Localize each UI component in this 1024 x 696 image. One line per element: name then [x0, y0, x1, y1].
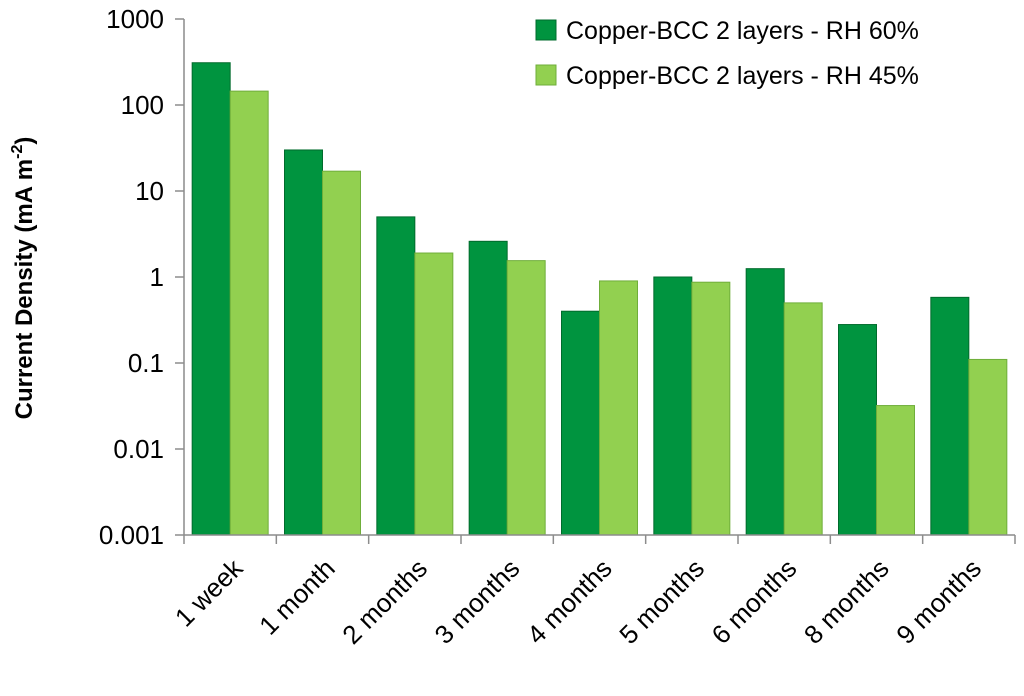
- y-tick-label: 100: [121, 90, 164, 120]
- bar-rh60: [561, 310, 600, 536]
- bar-rh45: [783, 302, 823, 536]
- y-tick-label: 1000: [106, 4, 164, 34]
- y-tick-label: 10: [135, 176, 164, 206]
- x-axis: [183, 534, 1016, 544]
- bar-rh45: [876, 405, 915, 536]
- bar-rh45: [599, 280, 638, 536]
- legend-label: Copper-BCC 2 layers - RH 45%: [566, 62, 919, 90]
- y-axis-title: Current Density (mA m-2): [9, 137, 38, 420]
- bar-rh45: [506, 260, 546, 536]
- bar-rh60: [653, 276, 693, 536]
- x-tick-label: 5 months: [613, 553, 710, 650]
- bars: [191, 62, 1008, 536]
- bar-rh45: [322, 170, 361, 536]
- bar-rh60: [191, 62, 231, 536]
- y-tick-label: 1: [150, 262, 164, 292]
- bar-rh45: [968, 358, 1008, 536]
- y-tick-label: 0.001: [99, 520, 164, 550]
- bar-rh60: [376, 216, 416, 536]
- x-tick-label: 3 months: [429, 553, 526, 650]
- bar-rh60: [838, 324, 877, 536]
- x-tick-label: 6 months: [706, 553, 803, 650]
- legend-label: Copper-BCC 2 layers - RH 60%: [566, 17, 919, 45]
- y-axis-title-superscript: -2: [9, 145, 26, 159]
- legend-swatch: [535, 64, 557, 86]
- bar-rh45: [414, 252, 454, 536]
- x-tick-label: 8 months: [798, 553, 895, 650]
- x-tick-label: 4 months: [521, 553, 618, 650]
- x-tick-label: 1 week: [169, 552, 249, 632]
- x-tick-label: 9 months: [890, 553, 987, 650]
- bar-rh60: [745, 268, 785, 536]
- y-axis-title-close: ): [11, 137, 38, 145]
- y-tick-label: 0.01: [113, 434, 164, 464]
- bar-rh60: [284, 149, 323, 536]
- x-tick-label: 1 month: [253, 553, 341, 641]
- y-tick-label: 0.1: [128, 348, 164, 378]
- y-axis-title-main: Current Density (mA m: [11, 159, 38, 419]
- bar-rh45: [229, 90, 269, 536]
- bar-rh60: [468, 240, 508, 536]
- legend-swatch: [535, 19, 557, 41]
- bar-rh60: [930, 296, 970, 536]
- legend: Copper-BCC 2 layers - RH 60% Copper-BCC 2…: [535, 17, 919, 90]
- x-tick-label: 2 months: [336, 553, 433, 650]
- y-axis-ticks: 1000 100 10 1 0.1 0.01 0.001: [99, 4, 185, 550]
- bar-rh45: [691, 281, 731, 536]
